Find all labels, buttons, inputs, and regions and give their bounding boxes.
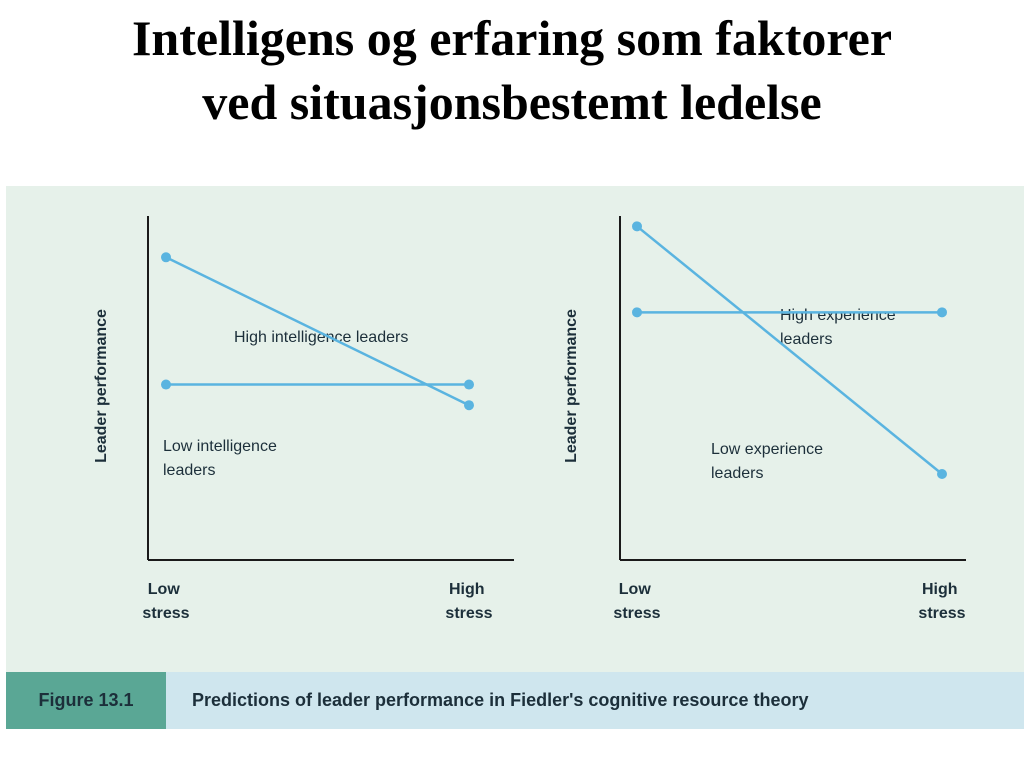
- chart-left-xtick-0-line-2: stress: [142, 605, 189, 622]
- chart-left-xtick-0-line-1: Low: [148, 581, 181, 598]
- chart-right-series-1-line: [636, 225, 943, 475]
- chart-right-xtick-1-text: High stress: [918, 581, 965, 622]
- slide-title: Intelligens og erfaring som faktorer ved…: [0, 6, 1024, 134]
- chart-left-series-1-label-line-2: leaders: [163, 462, 215, 479]
- chart-right-xtick-0-line-2: stress: [613, 605, 660, 622]
- chart-right-xtick-1-line-1: High: [922, 581, 958, 598]
- chart-left-xtick-1-text: High stress: [445, 581, 492, 622]
- chart-right-series-0-label-line-1: High experience: [780, 307, 896, 324]
- chart-right-xtick-1-line-2: stress: [918, 605, 965, 622]
- chart-right-y-label: Leader performance: [563, 309, 580, 463]
- slide-title-line-2: ved situasjonsbestemt ledelse: [202, 74, 822, 130]
- figure-panel: Leader performance Low stress High stres…: [6, 186, 1024, 729]
- chart-right-series-1-label: Low experience leaders: [711, 441, 828, 482]
- chart-right-xtick-0-text: Low stress: [613, 581, 660, 622]
- chart-left-series-0-point-0: [161, 252, 171, 263]
- figure-label: Figure 13.1: [6, 672, 166, 729]
- chart-right: Leader performance Low stress High stres…: [563, 216, 966, 622]
- figure-caption-bar: Figure 13.1 Predictions of leader perfor…: [6, 672, 1024, 729]
- chart-right-series-1-point-1: [937, 469, 947, 479]
- chart-left: Leader performance Low stress High stres…: [93, 216, 514, 622]
- chart-left-xtick-1-line-2: stress: [445, 605, 492, 622]
- chart-left-series-1-label-line-1: Low intelligence: [163, 438, 277, 455]
- chart-right-xtick-0-line-1: Low: [619, 581, 652, 598]
- chart-left-xtick-1-line-1: High: [449, 581, 485, 598]
- chart-left-series-0-line: [165, 256, 470, 407]
- chart-left-xtick-0-text: Low stress: [142, 581, 189, 622]
- chart-left-series-0-label: High intelligence leaders: [234, 329, 408, 346]
- chart-left-y-label: Leader performance: [93, 309, 110, 463]
- slide-title-line-1: Intelligens og erfaring som faktorer: [131, 10, 893, 66]
- chart-left-series-1-point-0: [161, 379, 171, 390]
- chart-right-series-1-label-line-1: Low experience: [711, 441, 823, 458]
- chart-right-series-1-point-0: [632, 221, 642, 232]
- chart-right-series-1-label-line-2: leaders: [711, 465, 763, 482]
- figure-charts: Leader performance Low stress High stres…: [93, 216, 966, 622]
- chart-left-series-0-point-1: [464, 400, 474, 411]
- chart-left-series-1-label: Low intelligence leaders: [163, 438, 281, 479]
- chart-right-series-0-point-1: [937, 307, 947, 318]
- chart-left-series-1-point-1: [464, 379, 474, 390]
- chart-right-series-0-point-0: [632, 307, 642, 318]
- chart-right-series-0-label-line-2: leaders: [780, 331, 832, 348]
- figure-caption: Predictions of leader performance in Fie…: [192, 690, 809, 710]
